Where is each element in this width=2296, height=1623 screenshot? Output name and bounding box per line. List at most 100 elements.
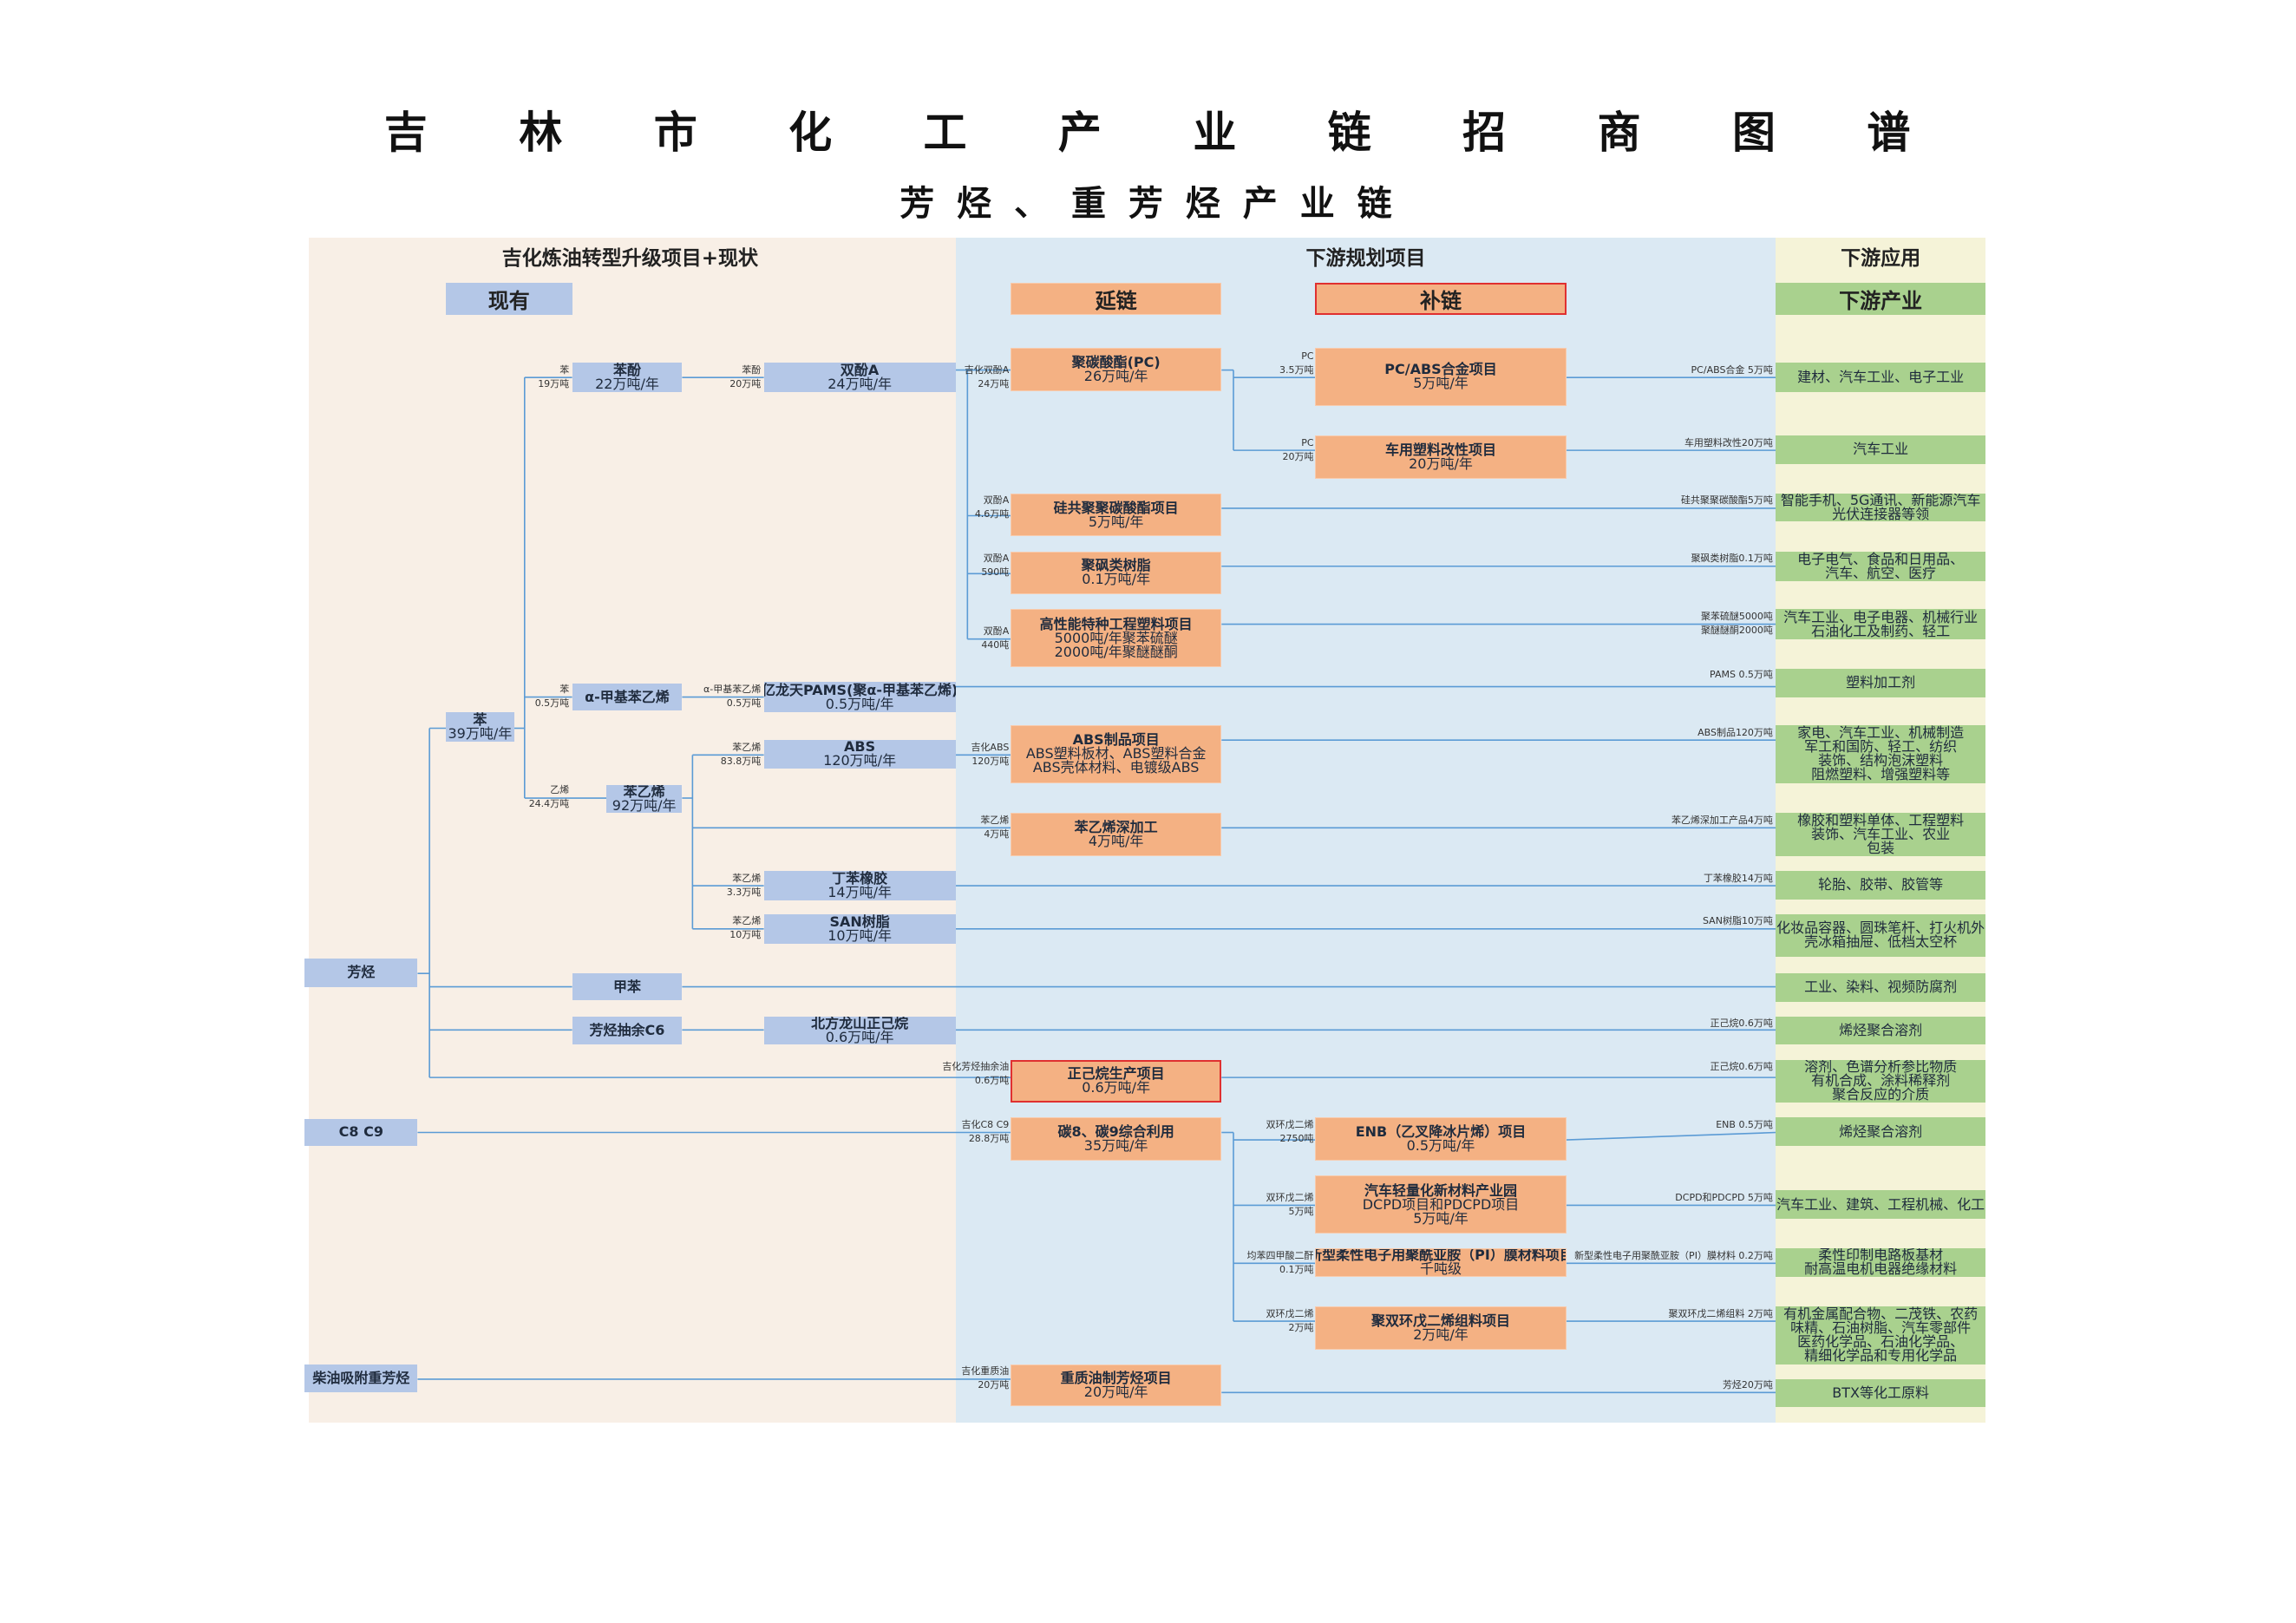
node-label: 甲苯 — [612, 978, 641, 995]
node: ABS制品项目 ABS塑料板材、ABS塑料合金 ABS壳体材料、电镀级ABS — [1011, 725, 1222, 783]
node-label: 医药化学品、石油化学品、 — [1797, 1333, 1965, 1351]
node: ENB（乙叉降冰片烯）项目 0.5万吨/年 — [1315, 1117, 1567, 1162]
edge-label-line: 苯乙烯 — [732, 872, 762, 884]
node: 家电、汽车工业、机械制造 军工和国防、轻工、纺织 装饰、结构泡沫塑料 阻燃塑料、增强塑… — [1776, 725, 1985, 783]
node-label: ABS制品项目 — [1072, 731, 1160, 749]
node: 车用塑料改性项目 20万吨/年 — [1315, 435, 1567, 479]
edge-label: 聚苯硫醚5000吨 聚醚醚酮2000吨 — [1701, 610, 1773, 638]
node: 聚双环戊二烯组料项目 2万吨/年 — [1315, 1306, 1567, 1350]
edge-label: 苯 0.5万吨 — [535, 683, 570, 710]
node: 汽车工业、建筑、工程机械、化工 — [1776, 1190, 1985, 1219]
edge-label-line: 正己烷0.6万吨 — [1710, 1061, 1773, 1073]
node-label: 耐高温电机电器绝缘材料 — [1804, 1260, 1958, 1277]
node-label: 硅共聚聚碳酸酯项目 — [1053, 499, 1179, 516]
edge-label-line: 双酚A — [983, 625, 1010, 638]
node-label: 阻燃塑料、增强塑料等 — [1811, 766, 1951, 783]
node: 烯烃聚合溶剂 — [1776, 1016, 1985, 1045]
node-label: 汽车、航空、医疗 — [1825, 564, 1937, 581]
section-header: 下游规划项目 — [1305, 246, 1426, 270]
node-label: 橡胶和塑料单体、工程塑料 — [1797, 813, 1965, 828]
node: 聚碳酸酯(PC) 26万吨/年 — [1011, 347, 1222, 391]
node: 工业、染料、视频防腐剂 — [1776, 973, 1985, 1002]
edge-label: DCPD和PDCPD 5万吨 — [1675, 1191, 1773, 1205]
node-label: 汽车轻量化新材料产业园 — [1364, 1181, 1517, 1199]
edge-label-line: 19万吨 — [538, 377, 570, 389]
edge-label: 聚砜类树脂0.1万吨 — [1691, 552, 1773, 566]
edge-label-line: 4万吨 — [984, 828, 1010, 840]
node-label: 22万吨/年 — [595, 376, 659, 393]
edge-label-line: 2万吨 — [1288, 1321, 1314, 1333]
node-label: α-甲基苯乙烯 — [585, 688, 670, 705]
node: 化妆品容器、圆珠笔杆、打火机外 壳冰箱抽屉、低档太空杯 — [1776, 913, 1985, 958]
title: 吉 林 市 化 工 产 业 链 招 商 图 谱 — [383, 108, 1911, 159]
edge-label-line: 0.6万吨 — [974, 1075, 1010, 1087]
edge-label-line: SAN树脂10万吨 — [1703, 915, 1773, 927]
node-label: 装饰、汽车工业、农业 — [1811, 825, 1951, 842]
node: 建材、汽车工业、电子工业 — [1776, 363, 1985, 393]
edge-label-line: PC — [1301, 350, 1314, 363]
edge-label-line: 苯乙烯深加工产品4万吨 — [1671, 814, 1773, 826]
node-label: 包装 — [1867, 839, 1895, 856]
node-label: 建材、汽车工业、电子工业 — [1797, 369, 1965, 386]
node: 新型柔性电子用聚酰亚胺（PI）膜材料项目 千吨级 — [1315, 1248, 1567, 1277]
node-label: 苯酚 — [612, 363, 641, 379]
node: 塑料加工剂 — [1776, 668, 1985, 697]
node-label: 壳冰箱抽屉、低档太空杯 — [1804, 933, 1958, 951]
edge-label-line: 120万吨 — [971, 755, 1010, 767]
node-label: 正己烷生产项目 — [1067, 1065, 1165, 1083]
node-label: 柴油吸附重芳烃 — [312, 1370, 410, 1387]
edge-label-line: 聚砜类树脂0.1万吨 — [1691, 553, 1773, 565]
edge-label: PAMS 0.5万吨 — [1710, 668, 1773, 682]
edge-label: 吉化C8 C9 28.8万吨 — [961, 1118, 1009, 1146]
edge-label-line: 24.4万吨 — [528, 798, 570, 810]
sub-header: 现有 — [445, 282, 572, 316]
node-label: 5万吨/年 — [1413, 375, 1469, 392]
edge-label-line: 苯乙烯 — [732, 915, 762, 927]
edge-label-line: α-甲基苯乙烯 — [703, 683, 762, 695]
edge-label-line: 芳烃20万吨 — [1722, 1378, 1773, 1391]
node-label: ENB（乙叉降冰片烯）项目 — [1355, 1123, 1527, 1141]
edge-label-line: 20万吨 — [978, 1379, 1010, 1391]
edge-label-line: 吉化双酚A — [964, 363, 1010, 376]
node-label: 苯乙烯 — [623, 784, 665, 800]
edge-label-line: 硅共聚聚碳酸酯5万吨 — [1680, 494, 1773, 507]
edge-label: 车用塑料改性20万吨 — [1684, 436, 1773, 450]
edge-label-line: 车用塑料改性20万吨 — [1684, 436, 1773, 448]
node-label: 石油化工及制药、轻工 — [1811, 622, 1951, 639]
node-label: 5万吨/年 — [1088, 513, 1144, 530]
node: α-甲基苯乙烯 — [572, 684, 683, 710]
edge-label: 聚双环戊二烯组料 2万吨 — [1668, 1307, 1773, 1321]
edge-label: 苯 19万吨 — [538, 363, 569, 391]
edge-label: 双环戊二烯 5万吨 — [1266, 1191, 1314, 1219]
edge-label-line: 5万吨 — [1288, 1205, 1314, 1217]
edge-label-line: 0.1万吨 — [1279, 1263, 1314, 1275]
node-label: 聚合反应的介质 — [1832, 1086, 1930, 1103]
node: 苯 39万吨/年 — [445, 711, 514, 742]
edge-label-line: 双酚A — [983, 553, 1010, 565]
node-label: PC/ABS合金项目 — [1384, 361, 1497, 378]
node: 北方龙山正己烷 0.6万吨/年 — [763, 1016, 956, 1045]
edge-label-line: 吉化芳烃抽余油 — [942, 1061, 1010, 1073]
edge-label-line: 590吨 — [981, 566, 1010, 579]
edge-label-line: ABS制品120万吨 — [1697, 726, 1773, 738]
edge-label-line: 双酚A — [983, 494, 1010, 507]
edge-label-line: 10万吨 — [729, 929, 762, 941]
edge-label: 吉化重质油 20万吨 — [961, 1364, 1009, 1392]
node-label: 智能手机、5G通讯、新能源汽车 — [1780, 493, 1981, 509]
node-label: 20万吨/年 — [1409, 455, 1473, 472]
edge-label: PC 20万吨 — [1283, 436, 1314, 464]
node-label: 汽车工业、电子电器、机械行业 — [1783, 609, 1979, 625]
node-label: 味精、石油树脂、汽车零部件 — [1790, 1319, 1972, 1337]
node-label: ABS壳体材料、电镀级ABS — [1032, 759, 1200, 776]
edge-label-line: 0.5万吨 — [534, 697, 570, 709]
edge-label-line: 双环戊二烯 — [1266, 1191, 1314, 1203]
edge-label-line: PC — [1301, 436, 1314, 448]
node: 芳烃抽余C6 — [572, 1016, 683, 1045]
edge-label-line: 正己烷0.6万吨 — [1710, 1018, 1773, 1030]
edge-label: 乙烯 24.4万吨 — [529, 783, 570, 811]
edge-label-line: 苯 — [559, 363, 570, 376]
node-label: SAN树脂 — [829, 913, 890, 930]
node-label: 千吨级 — [1419, 1260, 1462, 1277]
